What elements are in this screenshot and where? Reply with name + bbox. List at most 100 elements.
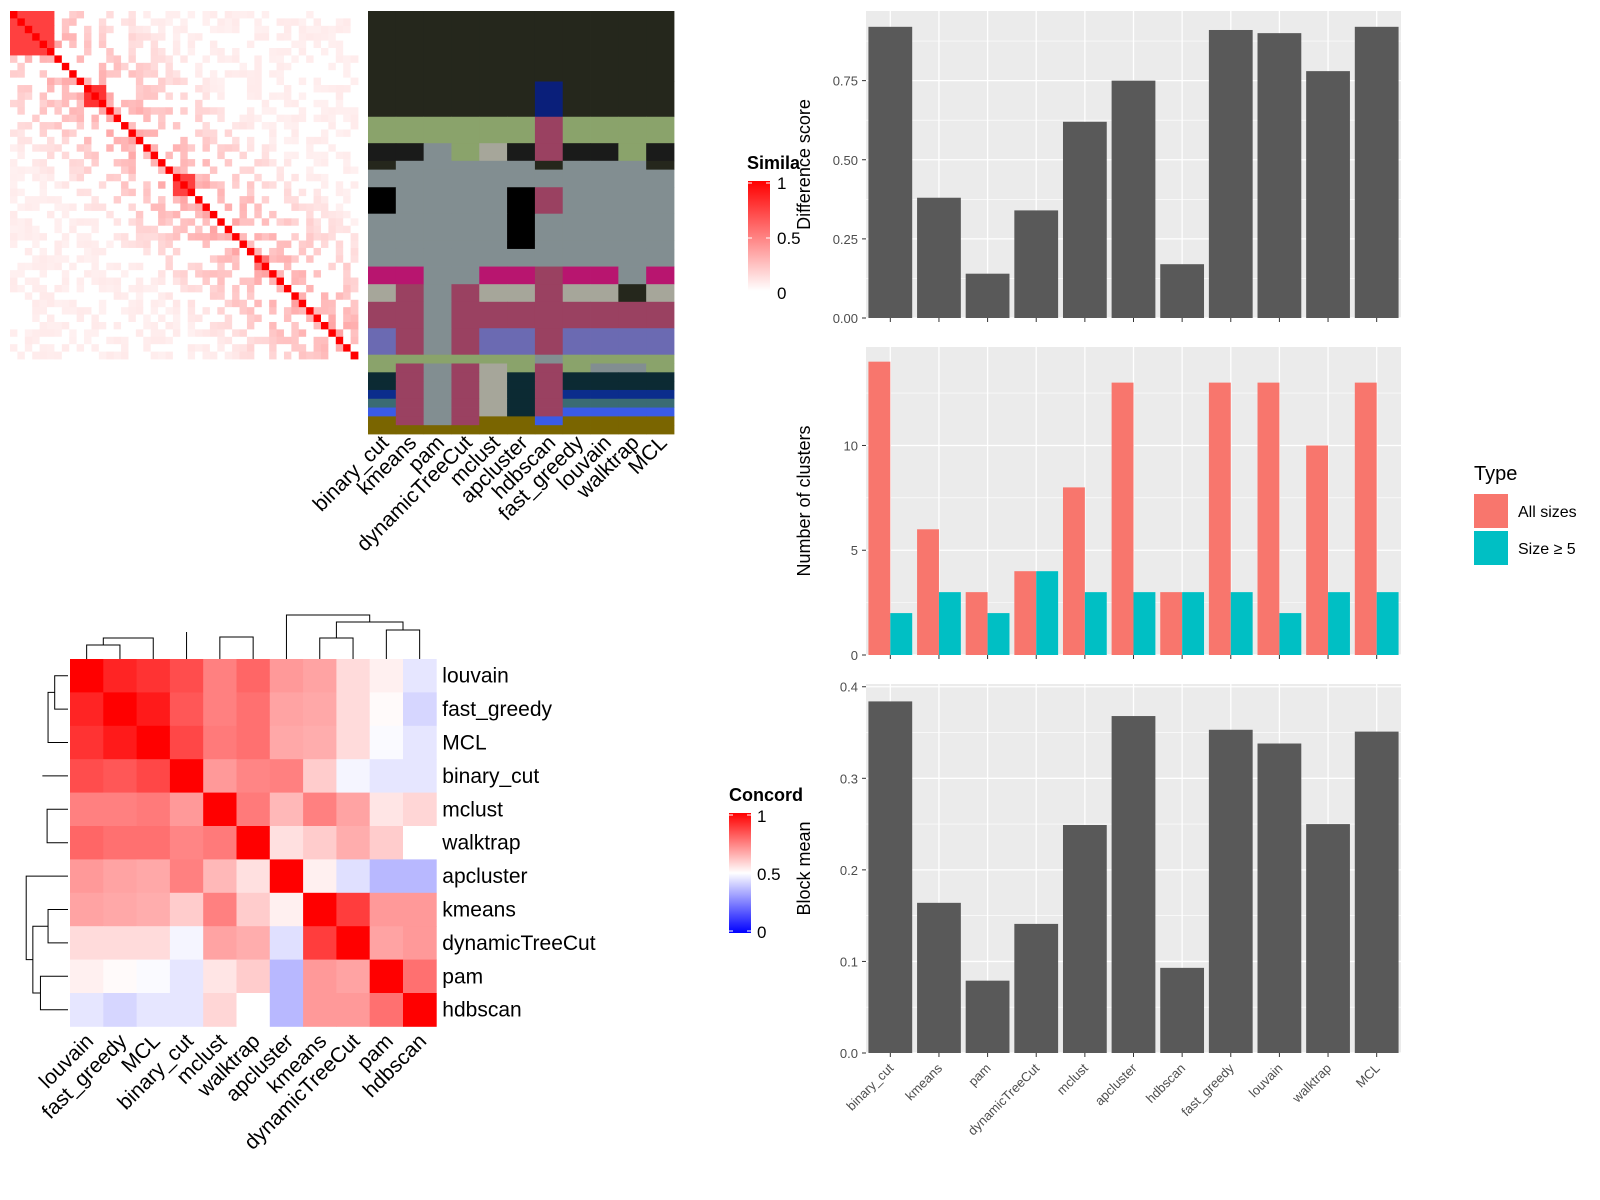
similarity-cell [47, 136, 55, 145]
x-tick-label: apcluster [1092, 1060, 1140, 1108]
similarity-cell [54, 188, 63, 197]
similarity-cell [39, 188, 48, 197]
similarity-cell [32, 92, 41, 101]
cluster-assignment-cell [395, 160, 425, 171]
bar-kmeans [917, 197, 961, 318]
similarity-cell [106, 336, 115, 345]
similarity-cell [39, 329, 48, 338]
similarity-cell [106, 344, 115, 352]
similarity-cell [106, 181, 115, 190]
similarity-cell [217, 255, 226, 264]
concordance-row-label: mclust [442, 798, 503, 821]
similarity-cell [180, 107, 189, 116]
concordance-cell [369, 659, 404, 693]
similarity-cell [98, 107, 107, 116]
cluster-assignment-cell [534, 160, 564, 171]
similarity-cell [202, 299, 211, 308]
similarity-cell [335, 85, 344, 93]
similarity-cell [17, 33, 26, 42]
similarity-cell [128, 188, 137, 197]
similarity-cell [24, 62, 33, 71]
similarity-cell [306, 99, 314, 108]
similarity-cell [10, 284, 18, 293]
similarity-cell [10, 307, 18, 315]
cluster-assignment-cell [507, 11, 536, 82]
similarity-cell [298, 203, 307, 212]
similarity-cell [350, 314, 359, 323]
similarity-cell [121, 129, 129, 138]
similarity-cell [350, 321, 359, 330]
similarity-cell [239, 196, 248, 204]
similarity-cell [335, 144, 344, 153]
similarity-cell [313, 240, 322, 249]
similarity-cell [69, 225, 78, 234]
similarity-cell [54, 284, 63, 293]
cluster-assignment-cell [479, 169, 508, 188]
cluster-assignment-cell [507, 363, 536, 373]
similarity-cell [106, 159, 115, 167]
similarity-cell [195, 62, 203, 71]
similarity-cell [298, 284, 307, 293]
similarity-cell [269, 33, 277, 42]
similarity-cell [298, 70, 307, 79]
similarity-cell [32, 292, 41, 301]
similarity-cell [158, 166, 166, 175]
similarity-cell [113, 166, 122, 175]
similarity-cell [350, 55, 359, 64]
similarity-cell [320, 129, 329, 138]
similarity-cell [261, 77, 270, 86]
similarity-cell [320, 240, 329, 249]
similarity-cell [254, 166, 263, 175]
similarity-cell [10, 77, 18, 86]
similarity-cell [187, 40, 196, 49]
similarity-cell [283, 107, 292, 116]
similarity-cell [113, 277, 122, 286]
similarity-cell [306, 151, 314, 160]
similarity-cell [209, 77, 218, 86]
similarity-cell [32, 85, 41, 93]
similarity-cell [202, 351, 211, 360]
similarity-cell [335, 62, 344, 71]
similarity-cell [54, 299, 63, 308]
similarity-cell [320, 270, 329, 278]
similarity-cell [165, 203, 174, 212]
similarity-cell [217, 284, 226, 293]
similarity-cell [76, 218, 85, 227]
similarity-cell [10, 225, 18, 234]
similarity-cell [135, 225, 144, 234]
similarity-cell [61, 92, 70, 101]
similarity-cell [313, 307, 322, 315]
legend-clip-mask [808, 150, 820, 200]
similarity-cell [10, 270, 18, 278]
similarity-cell [113, 114, 122, 123]
similarity-cell [84, 114, 92, 123]
similarity-cell [187, 336, 196, 345]
similarity-cell [180, 336, 189, 345]
similarity-cell [61, 99, 70, 108]
similarity-cell [209, 33, 218, 42]
similarity-cell [150, 196, 159, 204]
similarity-cell [328, 166, 337, 175]
similarity-cell [84, 188, 92, 197]
similarity-cell [276, 107, 285, 116]
similarity-cell [291, 314, 300, 323]
similarity-cell [246, 351, 255, 360]
similarity-cell [232, 203, 240, 212]
similarity-cell [158, 48, 166, 56]
cluster-assignment-cell [395, 354, 425, 364]
similarity-cell [180, 284, 189, 293]
similarity-cell [328, 99, 337, 108]
cluster-assignment-cell [479, 328, 508, 356]
similarity-cell [202, 122, 211, 130]
concordance-cell [303, 959, 337, 994]
similarity-cell [202, 181, 211, 190]
similarity-cell [298, 344, 307, 352]
similarity-cell [298, 99, 307, 108]
concordance-cell [269, 926, 304, 960]
similarity-cell [276, 203, 285, 212]
similarity-cell [298, 11, 307, 19]
similarity-cell [106, 314, 115, 323]
similarity-cell [39, 225, 48, 234]
similarity-cell [158, 314, 166, 323]
similarity-cell [239, 122, 248, 130]
